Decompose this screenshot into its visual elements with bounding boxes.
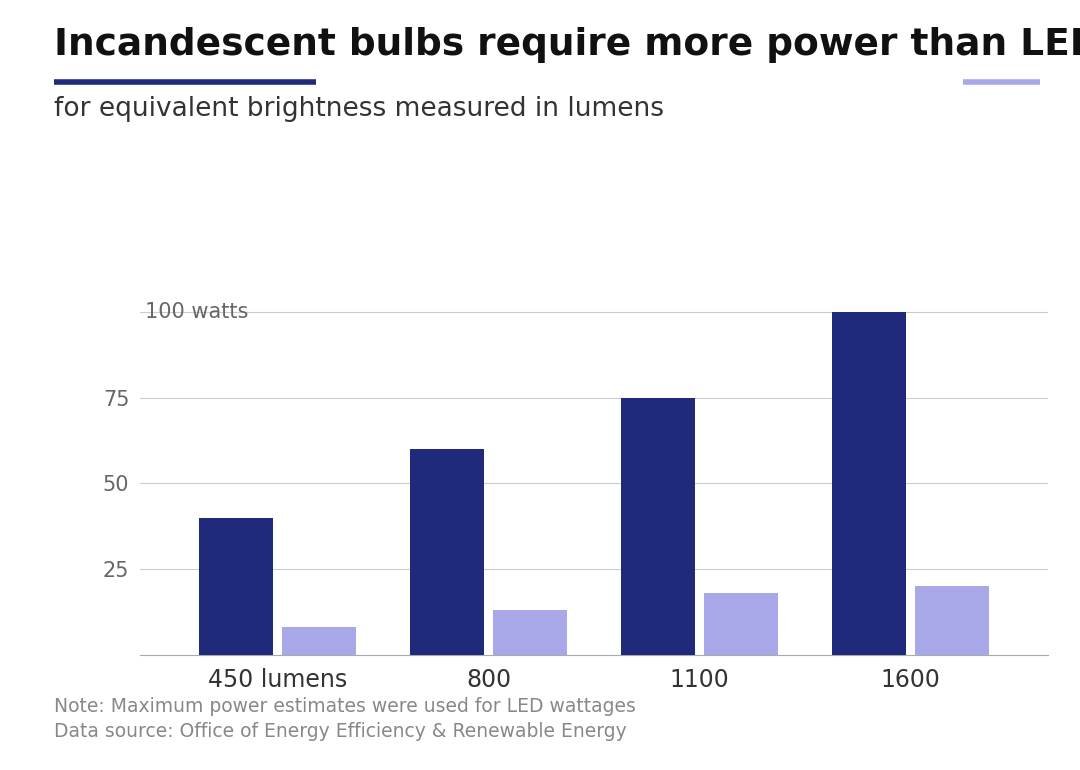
Bar [492,610,567,654]
Bar [200,517,273,654]
Text: Note: Maximum power estimates were used for LED wattages: Note: Maximum power estimates were used … [54,697,636,716]
Bar [915,586,988,654]
Bar [282,627,355,654]
Bar [704,593,778,654]
Text: 100 watts: 100 watts [145,303,248,323]
Text: Data source: Office of Energy Efficiency & Renewable Energy: Data source: Office of Energy Efficiency… [54,722,626,742]
Text: Incandescent bulbs require more power than LED: Incandescent bulbs require more power th… [54,27,1080,63]
Bar [410,449,484,654]
Bar [621,398,696,654]
Text: for equivalent brightness measured in lumens: for equivalent brightness measured in lu… [54,96,664,122]
Bar [833,313,906,654]
